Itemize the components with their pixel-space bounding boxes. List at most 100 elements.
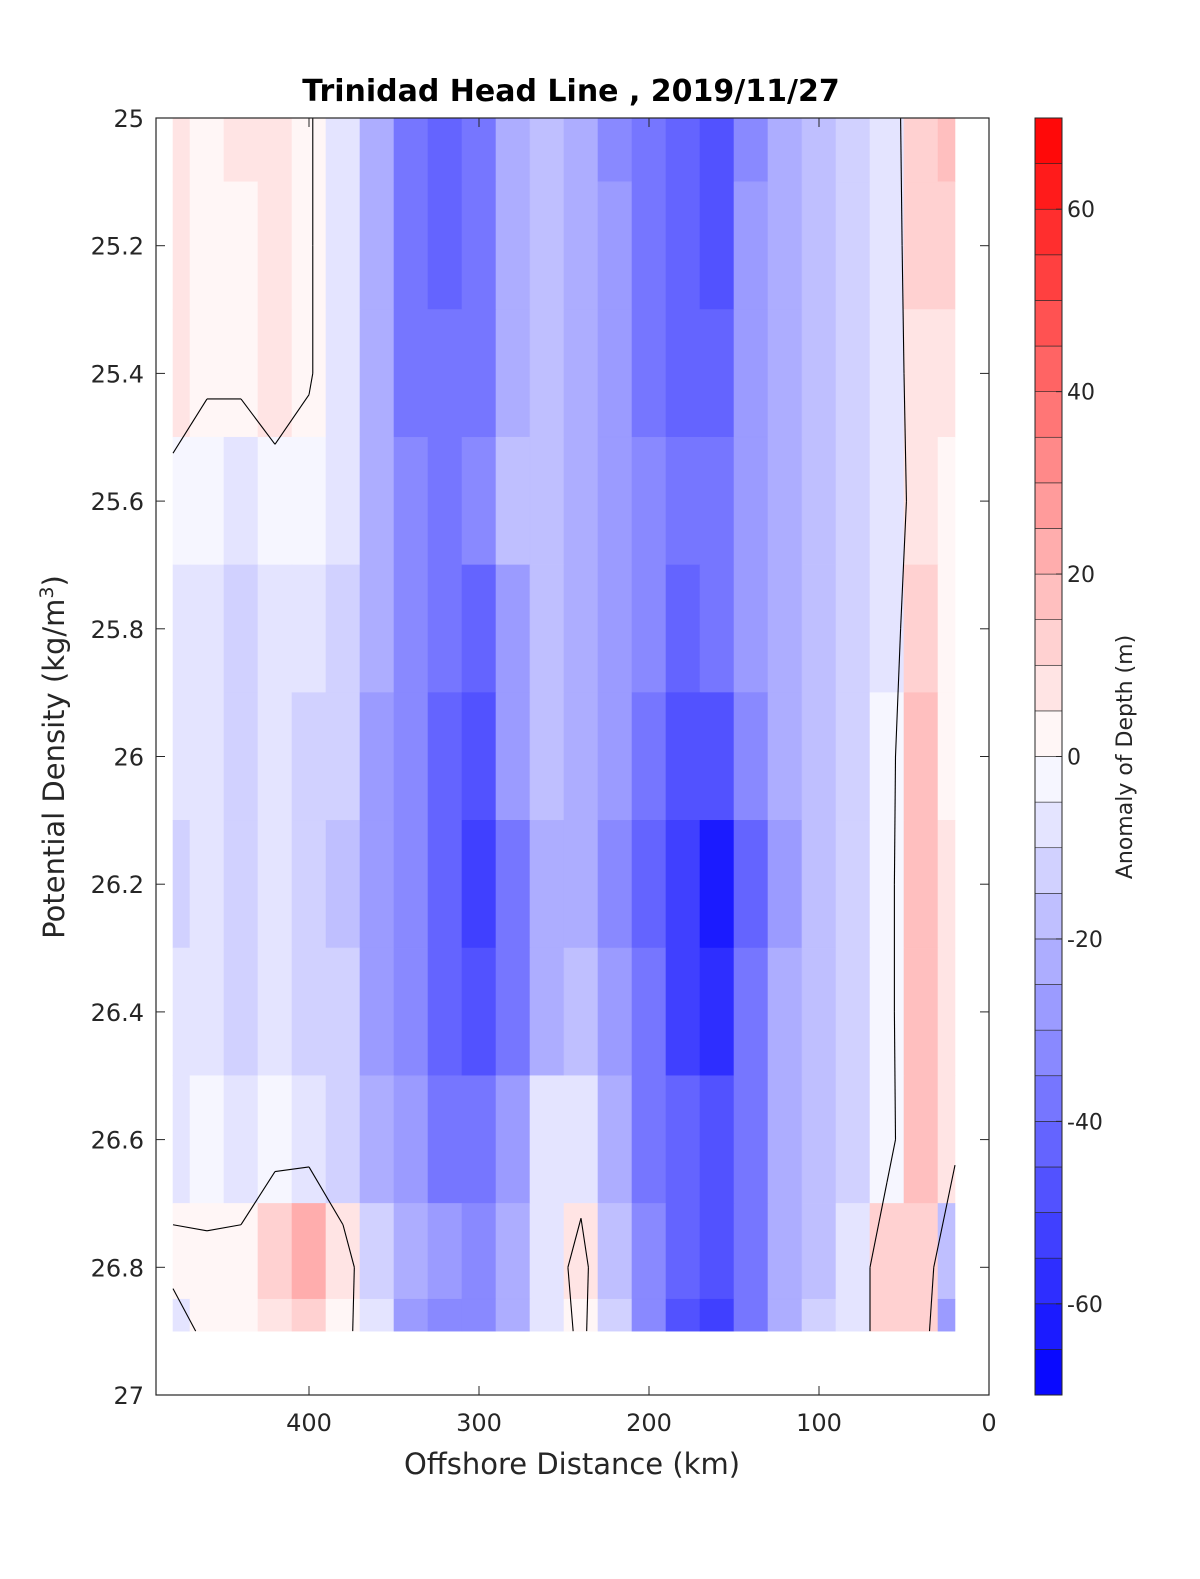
zero-contour-segment: [172, 1224, 208, 1232]
heatmap-cell: [359, 1075, 395, 1204]
heatmap-cell: [699, 117, 735, 183]
heatmap-cell: [903, 947, 939, 1077]
heatmap-cell: [801, 1203, 837, 1300]
heatmap-cell: [869, 820, 905, 949]
heatmap-cell: [597, 564, 633, 693]
heatmap-cell: [529, 181, 565, 310]
heatmap-cell: [869, 1298, 905, 1332]
heatmap-cell: [665, 692, 701, 821]
zero-contour-segment: [567, 1267, 574, 1332]
colorbar-tick-label: -20: [1067, 928, 1103, 953]
heatmap-cell: [631, 820, 667, 949]
heatmap-cell: [665, 1075, 701, 1204]
heatmap-cell: [597, 181, 633, 310]
heatmap-cell: [291, 1298, 327, 1332]
heatmap-cell: [529, 117, 565, 183]
x-axis-label: Offshore Distance (km): [404, 1447, 740, 1481]
heatmap-cell: [223, 436, 259, 566]
heatmap-cell: [869, 436, 905, 566]
heatmap-cell: [427, 1075, 463, 1204]
heatmap-cell: [223, 692, 259, 821]
heatmap-cell: [427, 1203, 463, 1300]
heatmap-cell: [835, 564, 871, 693]
heatmap-cell: [699, 692, 735, 821]
heatmap-cell: [869, 181, 905, 310]
heatmap-cell: [767, 1203, 803, 1300]
heatmap-cell: [937, 564, 956, 693]
heatmap-cell: [767, 1075, 803, 1204]
colorbar-band: [1034, 391, 1063, 438]
y-tick-label: 26.8: [91, 1254, 144, 1282]
colorbar-band: [1034, 1075, 1063, 1122]
x-axis-ticks: 400 300 200 100 0: [286, 118, 997, 1437]
heatmap-cell: [869, 117, 905, 183]
heatmap-cell: [733, 1075, 769, 1204]
zero-contour-segment: [869, 1182, 888, 1268]
zero-contour-segment: [308, 1166, 344, 1226]
heatmap-cell: [835, 117, 871, 183]
heatmap-cell: [495, 1075, 531, 1204]
heatmap-cell: [223, 181, 259, 310]
colorbar-band: [1034, 984, 1063, 1031]
heatmap-cell: [801, 692, 837, 821]
heatmap-cell: [869, 947, 905, 1077]
heatmap-cell: [223, 1203, 259, 1300]
heatmap-cell: [835, 820, 871, 949]
heatmap-cell: [257, 820, 293, 949]
zero-contour-segment: [928, 1267, 935, 1332]
y-axis-ticks: 25 25.2 25.4 25.6 25.8 26 26.2 26.4 26.6 26.8 27: [91, 105, 989, 1410]
heatmap-cell: [529, 436, 565, 566]
y-tick-label: 25.8: [91, 616, 144, 644]
heatmap-cell: [937, 1203, 956, 1300]
heatmap-cell: [767, 692, 803, 821]
heatmap-cell: [172, 947, 191, 1077]
plot-area: 400 300 200 100 0 25 25.2 25.4 25.6 25.8 26 26.2 26…: [91, 105, 997, 1437]
heatmap-cell: [223, 117, 259, 183]
heatmap-cell: [529, 947, 565, 1077]
heatmap-cell: [461, 1203, 497, 1300]
colorbar-band: [1034, 938, 1063, 985]
colorbar-band: [1034, 528, 1063, 575]
heatmap-cell: [223, 820, 259, 949]
heatmap-cell: [257, 692, 293, 821]
colorbar-band: [1034, 117, 1063, 164]
heatmap-cells: [172, 117, 956, 1332]
heatmap-cell: [325, 1298, 361, 1332]
zero-contour-segment: [342, 1224, 355, 1268]
heatmap-cell: [427, 947, 463, 1077]
heatmap-cell: [495, 1298, 531, 1332]
heatmap-cell: [393, 1298, 429, 1332]
heatmap-cell: [461, 947, 497, 1077]
heatmap-cell: [563, 1298, 599, 1332]
heatmap-cell: [801, 564, 837, 693]
heatmap-cell: [189, 820, 225, 949]
heatmap-cell: [597, 1298, 633, 1332]
colorbar-band: [1034, 664, 1063, 712]
colorbar-band: [1034, 300, 1063, 347]
heatmap-cell: [291, 1203, 327, 1300]
heatmap-cell: [903, 1075, 939, 1204]
heatmap-cell: [495, 820, 531, 949]
heatmap-cell: [665, 309, 701, 438]
colorbar-label: Anomaly of Depth (m): [1113, 635, 1138, 879]
heatmap-cell: [291, 820, 327, 949]
heatmap-cell: [325, 181, 361, 310]
colorbar-band: [1034, 756, 1063, 803]
heatmap-cell: [257, 181, 293, 310]
heatmap-cell: [325, 692, 361, 821]
heatmap-cell: [597, 309, 633, 438]
y-tick-label: 26.6: [91, 1127, 144, 1155]
heatmap-cell: [427, 181, 463, 310]
colorbar-band: [1034, 893, 1063, 940]
heatmap-cell: [597, 1075, 633, 1204]
heatmap-cell: [189, 436, 225, 566]
heatmap-cell: [699, 564, 735, 693]
heatmap-cell: [903, 117, 939, 183]
heatmap-cell: [495, 117, 531, 183]
heatmap-cell: [937, 181, 956, 310]
heatmap-cell: [597, 820, 633, 949]
colorbar-band: [1034, 1349, 1063, 1396]
heatmap-cell: [461, 820, 497, 949]
x-tick-label: 0: [981, 1409, 996, 1437]
y-axis-label-close: ): [37, 575, 71, 586]
